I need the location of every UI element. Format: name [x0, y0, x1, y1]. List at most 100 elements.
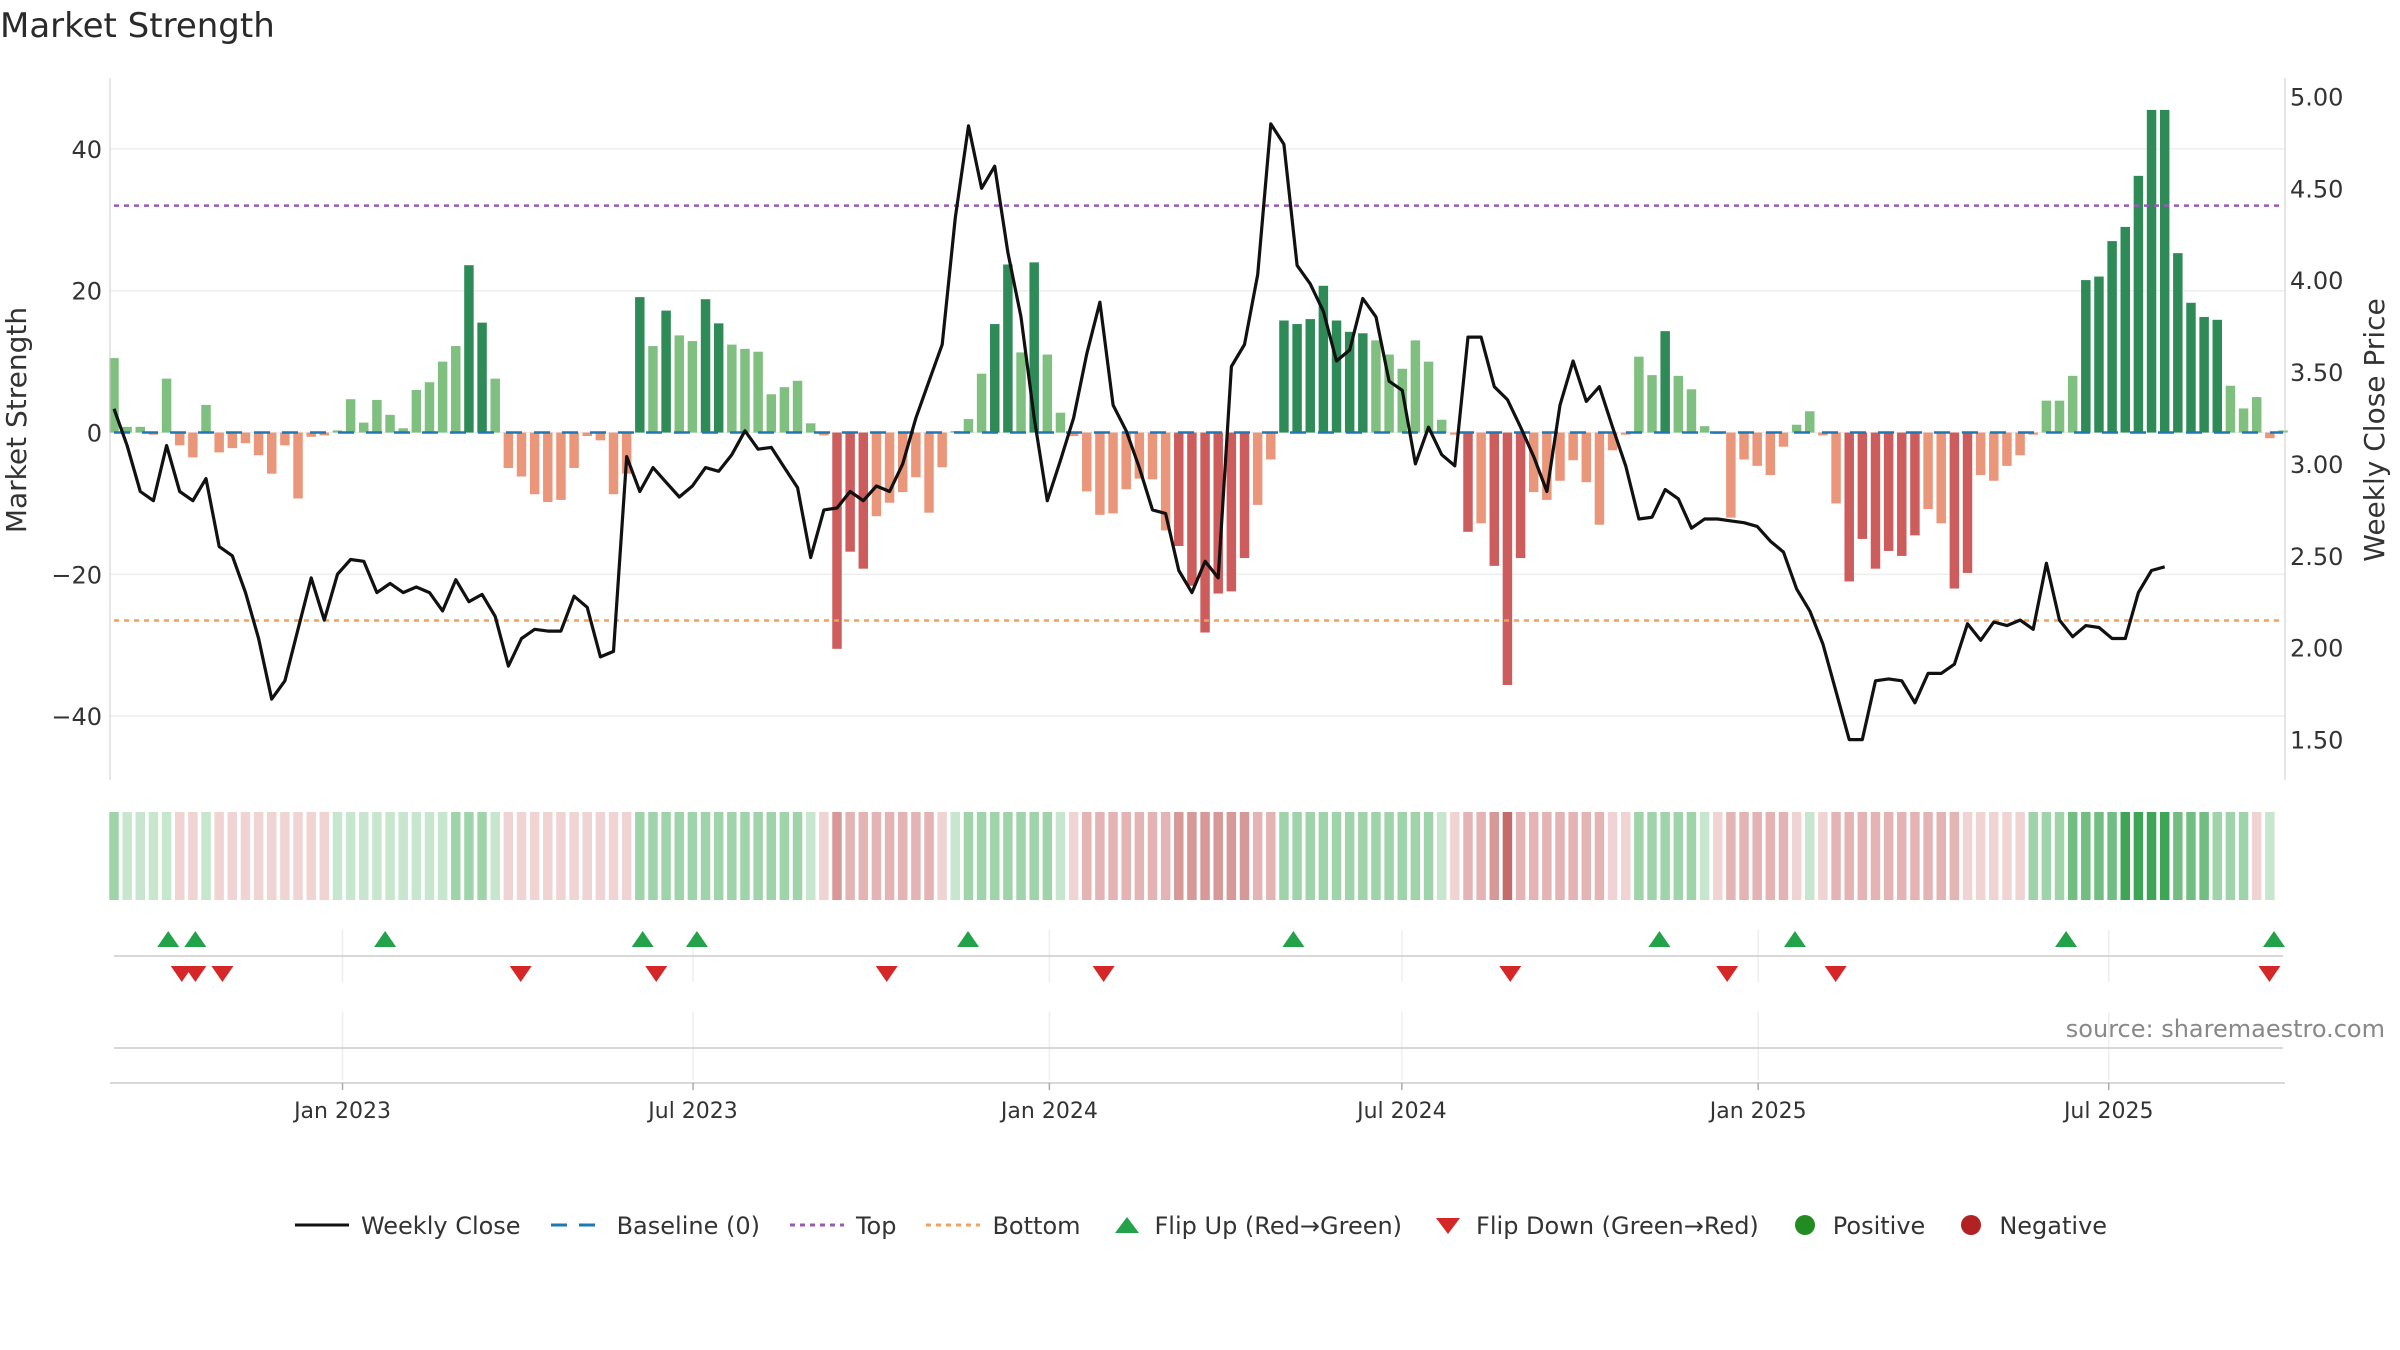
regime-cell [858, 812, 869, 900]
strength-bar [1765, 432, 1776, 476]
strength-bar [648, 346, 658, 433]
legend-label: Top [855, 1212, 897, 1240]
strength-bar [2225, 385, 2236, 433]
strength-bar [1226, 432, 1237, 592]
strength-bar [1778, 432, 1789, 447]
strength-bar [1423, 361, 1434, 433]
y2-tick-label: 1.50 [2290, 727, 2343, 755]
legend-label: Weekly Close [360, 1212, 521, 1240]
strength-bar [372, 399, 382, 433]
legend-swatch-bottom [926, 1223, 981, 1227]
regime-cell [2002, 812, 2012, 900]
regime-cell [832, 812, 842, 900]
regime-cell [1897, 812, 1907, 900]
regime-cell [1620, 812, 1631, 900]
regime-cell [214, 812, 224, 900]
strength-bar [700, 299, 711, 433]
regime-cell [1647, 812, 1657, 900]
regime-cell [253, 812, 264, 900]
legend-label: Bottom [992, 1212, 1081, 1240]
strength-bar [1279, 320, 1289, 433]
regime-cell [727, 812, 737, 900]
strength-bar [766, 394, 777, 433]
strength-bar [2146, 109, 2157, 433]
strength-bar [464, 265, 474, 433]
regime-cell [713, 812, 724, 900]
regime-cell [871, 812, 882, 900]
strength-bar [1450, 432, 1460, 435]
strength-bar [924, 432, 934, 513]
strength-bar [2251, 397, 2262, 433]
strength-bar [1883, 432, 1894, 551]
regime-cell [1082, 812, 1092, 900]
y2-tick-label: 3.00 [2290, 451, 2343, 479]
regime-cell [1936, 812, 1946, 900]
regime-cell [1765, 812, 1776, 900]
strength-bar [161, 378, 172, 433]
regime-cell [897, 812, 908, 900]
regime-cell [924, 812, 934, 900]
regime-cell [648, 812, 658, 900]
strength-bar [174, 432, 185, 446]
strength-bar [1805, 411, 1815, 433]
regime-cell [1476, 812, 1486, 900]
strength-bar [1476, 432, 1486, 524]
strength-bar [490, 378, 500, 433]
regime-cell [845, 812, 855, 900]
regime-cell [2133, 812, 2144, 900]
strength-bar [1660, 331, 1670, 433]
strength-bar [2054, 400, 2065, 433]
strength-bar [2199, 316, 2209, 433]
y2-tick-label: 2.50 [2290, 543, 2343, 571]
regime-cell [543, 812, 553, 900]
strength-bar [1436, 419, 1447, 433]
regime-cell [1660, 812, 1670, 900]
regime-cell [1686, 812, 1697, 900]
strength-bar [188, 432, 198, 458]
strength-bar [1318, 285, 1329, 433]
flip-up-marker [2263, 931, 2285, 947]
strength-bar [674, 335, 684, 433]
strength-bar [1910, 432, 1920, 536]
regime-cell [1857, 812, 1868, 900]
regime-cell [1344, 812, 1355, 900]
strength-bar [122, 426, 132, 433]
regime-cell [1279, 812, 1289, 900]
strength-bar [1463, 432, 1473, 532]
legend-label: Baseline (0) [616, 1212, 760, 1240]
regime-cell [1266, 812, 1276, 900]
strength-bar [1502, 432, 1513, 685]
regime-cell [1818, 812, 1828, 900]
regime-cell [516, 812, 527, 900]
regime-cell [1699, 812, 1710, 900]
regime-cell [1883, 812, 1894, 900]
regime-cell [1739, 812, 1749, 900]
regime-cell [1844, 812, 1854, 900]
regime-cell [621, 812, 632, 900]
legend-swatch-positive [1794, 1215, 1815, 1235]
regime-cell [1975, 812, 1986, 900]
strength-bar [1305, 319, 1315, 433]
strength-bar [2002, 432, 2012, 466]
strength-bar [753, 351, 763, 433]
regime-cell [2067, 812, 2078, 900]
y-tick-label: 40 [71, 136, 102, 164]
strength-bar [1174, 432, 1184, 546]
source-note: source: sharemaestro.com [2065, 1015, 2385, 1043]
strength-bar [529, 432, 540, 495]
strength-bar [2081, 280, 2091, 433]
strength-bar [1358, 333, 1368, 433]
strength-bar [2238, 408, 2249, 433]
strength-bars [109, 109, 2288, 685]
strength-bar [1634, 356, 1644, 433]
legend-label: Negative [1999, 1212, 2108, 1240]
strength-bar [1686, 389, 1697, 433]
regime-cell [1121, 812, 1131, 900]
flip-up-marker [957, 931, 980, 947]
strength-bar [293, 432, 303, 499]
flip-down-marker [509, 966, 532, 982]
flip-down-marker [645, 966, 668, 982]
regime-cell [1134, 812, 1145, 900]
regime-cell [2054, 812, 2065, 900]
strength-bar [1108, 432, 1118, 514]
